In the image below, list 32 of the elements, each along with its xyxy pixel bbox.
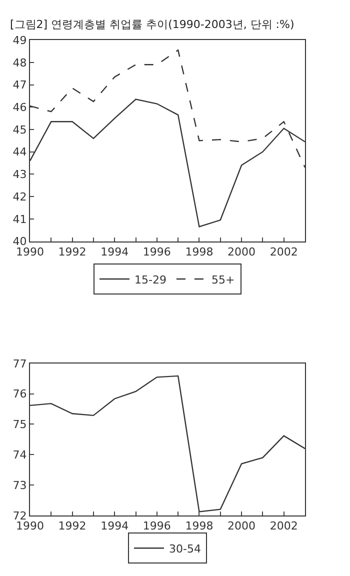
y-tick-label: 49 (12, 34, 27, 47)
x-tick-label: 2002 (270, 245, 298, 258)
x-tick-label: 1994 (100, 520, 129, 533)
y-tick-label: 47 (12, 78, 27, 92)
x-tick-label: 2002 (270, 520, 298, 533)
y-tick-label: 45 (12, 123, 27, 136)
x-tick-label: 1998 (185, 520, 214, 533)
y-tick-label: 48 (12, 56, 27, 70)
y-tick-label: 75 (12, 418, 27, 432)
y-tick-label: 46 (12, 100, 27, 114)
x-tick-label: 2000 (228, 520, 256, 533)
y-tick-label: 41 (12, 212, 27, 226)
x-tick-label: 1996 (142, 245, 171, 258)
x-tick-label: 1992 (58, 520, 86, 533)
y-tick-label: 44 (12, 146, 27, 159)
legend-label: 30-54 (169, 542, 201, 556)
y-tick-label: 76 (12, 388, 27, 401)
x-tick-label: 1992 (58, 245, 86, 258)
x-tick-label: 1994 (100, 245, 129, 258)
legend-label: 15-29 (134, 273, 166, 286)
x-tick-label: 1996 (142, 520, 171, 533)
legend-label: 55+ (211, 273, 235, 286)
y-tick-label: 73 (12, 478, 27, 492)
x-tick-label: 1998 (185, 245, 214, 258)
y-tick-label: 74 (12, 448, 27, 462)
x-tick-label: 1990 (16, 520, 44, 533)
y-tick-label: 43 (12, 168, 27, 182)
y-tick-label: 42 (12, 190, 27, 204)
chart-title: [그림2] 연령계층별 취업률 추이(1990-2003년, 단위 :%) (10, 18, 294, 31)
y-tick-label: 72 (12, 509, 27, 522)
x-tick-label: 2000 (228, 245, 256, 258)
y-tick-label: 77 (12, 357, 27, 370)
